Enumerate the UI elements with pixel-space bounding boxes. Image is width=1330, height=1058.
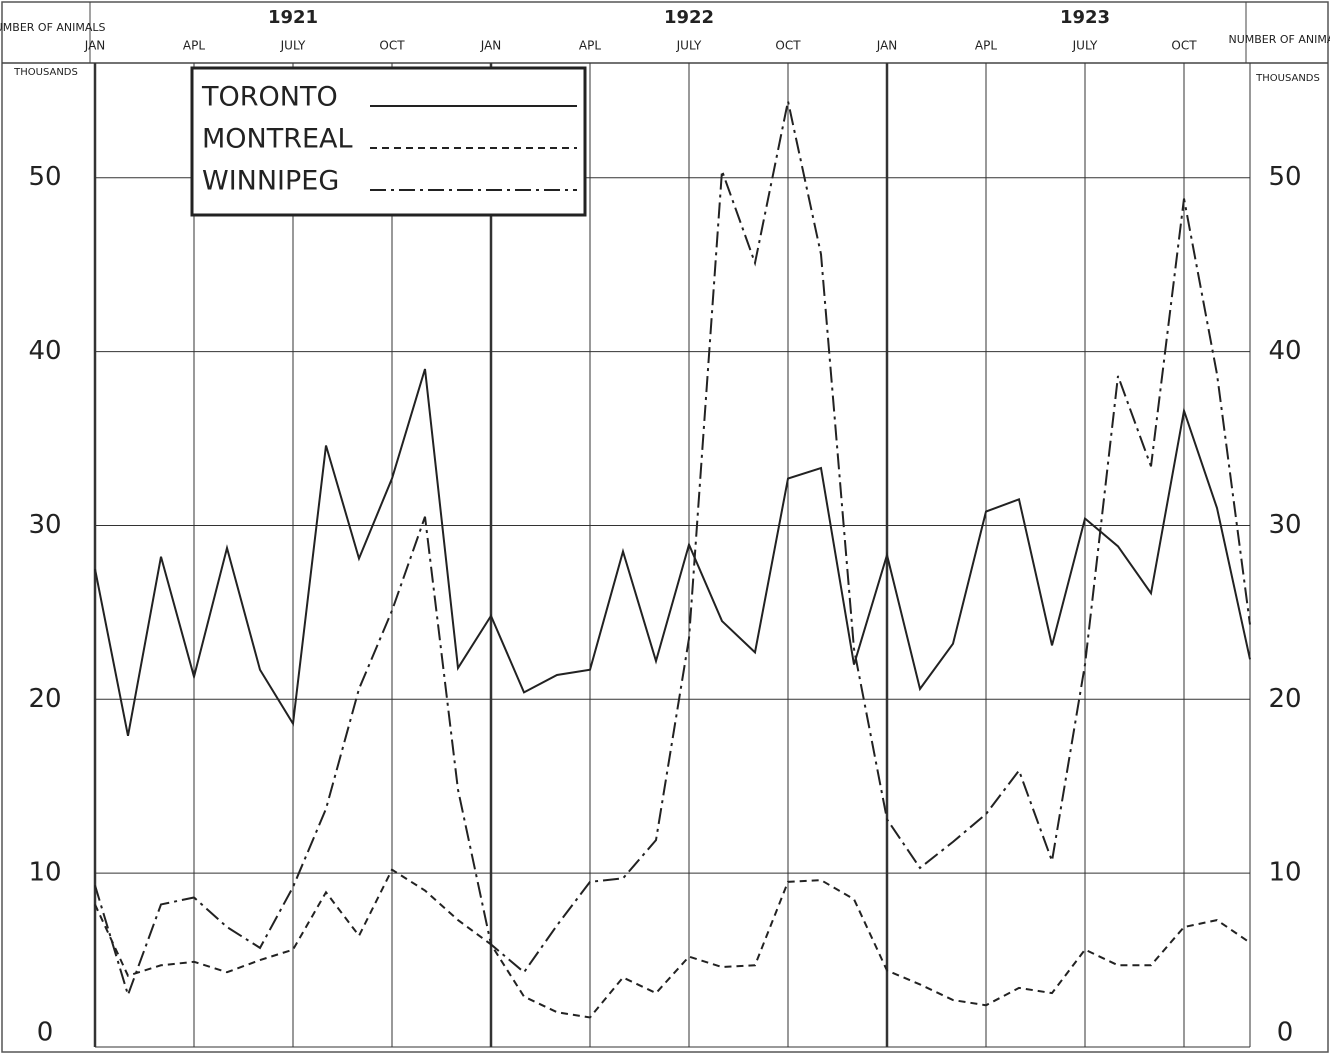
x-tick-label: JULY bbox=[280, 39, 306, 53]
x-tick-label: JAN bbox=[84, 39, 106, 53]
series-line bbox=[94, 868, 1251, 1019]
year-label: 1923 bbox=[1060, 7, 1110, 28]
x-tick-label: JAN bbox=[876, 39, 898, 53]
y-axis-unit: THOUSANDS bbox=[13, 67, 78, 78]
y-tick-label: 20 bbox=[28, 684, 61, 714]
x-tick-label: JAN bbox=[480, 39, 502, 53]
x-tick-label: OCT bbox=[379, 39, 405, 53]
year-label: 1922 bbox=[664, 7, 714, 28]
y-axis-label: NUMBER OF ANIMALS bbox=[1228, 33, 1330, 46]
y-tick-label-right: 20 bbox=[1268, 684, 1301, 714]
y-axis-unit: THOUSANDS bbox=[1255, 73, 1320, 84]
x-tick-label: JULY bbox=[676, 39, 702, 53]
x-tick-label: APL bbox=[183, 39, 205, 53]
y-tick-label-right: 50 bbox=[1268, 162, 1301, 192]
x-tick-label: APL bbox=[579, 39, 601, 53]
y-tick-label: 50 bbox=[28, 162, 61, 192]
x-tick-label: JULY bbox=[1072, 39, 1098, 53]
y-tick-label: 0 bbox=[37, 1018, 54, 1048]
y-tick-label: 30 bbox=[28, 510, 61, 540]
y-axis-label: NUMBER OF ANIMALS bbox=[0, 21, 106, 34]
x-tick-label: OCT bbox=[775, 39, 801, 53]
legend-label: TORONTO bbox=[201, 82, 338, 113]
y-tick-label-right: 0 bbox=[1277, 1018, 1294, 1048]
y-tick-label-right: 30 bbox=[1268, 510, 1301, 540]
series-line bbox=[94, 368, 1251, 736]
year-label: 1921 bbox=[268, 7, 318, 28]
legend-label: WINNIPEG bbox=[202, 166, 339, 197]
y-tick-label-right: 10 bbox=[1268, 858, 1301, 888]
y-tick-label: 10 bbox=[28, 858, 61, 888]
y-tick-label: 40 bbox=[28, 336, 61, 366]
x-tick-label: APL bbox=[975, 39, 997, 53]
legend-label: MONTREAL bbox=[202, 124, 353, 155]
x-tick-label: OCT bbox=[1171, 39, 1197, 53]
y-tick-label-right: 40 bbox=[1268, 336, 1301, 366]
series-line bbox=[94, 101, 1251, 999]
